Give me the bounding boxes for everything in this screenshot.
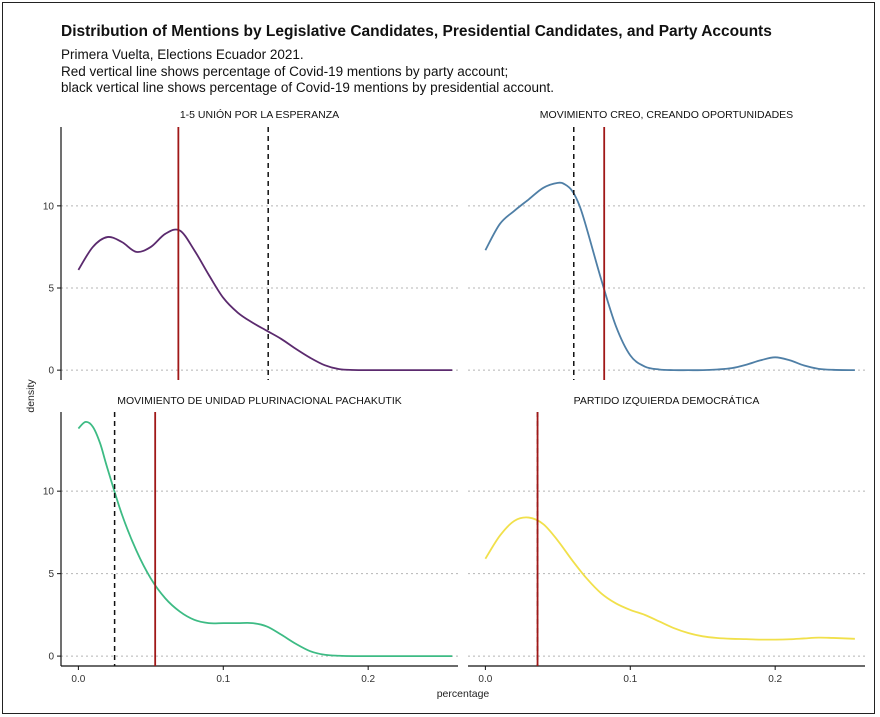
- x-axis-label: percentage: [437, 688, 490, 700]
- y-tick-label: 10: [43, 487, 55, 498]
- facet-panel: MOVIMIENTO CREO, CREANDO OPORTUNIDADES: [468, 109, 865, 380]
- x-tick-label: 0.2: [768, 674, 782, 685]
- facet-panel: MOVIMIENTO DE UNIDAD PLURINACIONAL PACHA…: [43, 395, 458, 685]
- chart-title: Distribution of Mentions by Legislative …: [61, 23, 772, 40]
- y-axis-label: density: [25, 379, 37, 413]
- facet-strip-label: MOVIMIENTO DE UNIDAD PLURINACIONAL PACHA…: [117, 395, 402, 407]
- chart-subtitle-line-1: Primera Vuelta, Elections Ecuador 2021.: [61, 47, 304, 62]
- density-curve: [77, 420, 453, 658]
- x-tick-label: 0.0: [478, 674, 492, 685]
- chart-subtitle-line-2: Red vertical line shows percentage of Co…: [61, 64, 509, 79]
- density-curve: [77, 228, 453, 372]
- facet-strip-label: PARTIDO IZQUIERDA DEMOCRÁTICA: [574, 394, 760, 407]
- facet-panel: PARTIDO IZQUIERDA DEMOCRÁTICA 0.0 0.1 0.2: [468, 394, 865, 685]
- x-tick-label: 0.1: [216, 674, 230, 685]
- y-tick-label: 0: [48, 652, 54, 663]
- facet-panel: 1-5 UNIÓN POR LA ESPERANZA 0 5 10: [43, 108, 458, 380]
- y-tick-label: 5: [48, 284, 54, 295]
- facet-strip-label: 1-5 UNIÓN POR LA ESPERANZA: [180, 108, 339, 121]
- x-tick-label: 0.2: [361, 674, 375, 685]
- y-tick-label: 10: [43, 201, 55, 212]
- density-curve: [484, 516, 855, 641]
- chart-subtitle-line-3: black vertical line shows percentage of …: [61, 80, 555, 95]
- facet-strip-label: MOVIMIENTO CREO, CREANDO OPORTUNIDADES: [540, 109, 793, 121]
- y-tick-label: 0: [48, 366, 54, 377]
- x-tick-label: 0.1: [623, 674, 637, 685]
- y-tick-label: 5: [48, 569, 54, 580]
- density-curve: [484, 181, 855, 372]
- x-tick-label: 0.0: [71, 674, 85, 685]
